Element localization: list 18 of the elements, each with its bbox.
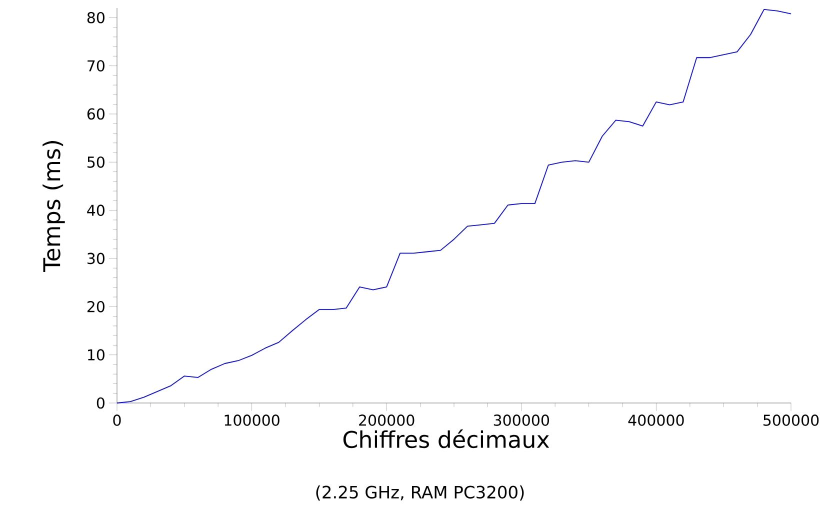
x-tick-label: 100000 [224, 414, 280, 426]
y-tick-label: 10 [88, 349, 104, 361]
y-tick-label: 60 [87, 108, 104, 120]
x-tick-label: 500000 [764, 414, 819, 426]
y-tick-label: 80 [87, 12, 104, 24]
y-axis-title: Temps (ms) [42, 141, 65, 272]
y-tick-label: 70 [88, 60, 104, 72]
x-tick-label: 200000 [359, 414, 414, 426]
x-tick-label: 400000 [628, 414, 684, 426]
y-tick-label: 50 [88, 156, 104, 168]
x-axis-title: Chiffres décimaux [343, 429, 550, 448]
text: (2.25 GHz, RAM PC3200) [316, 485, 524, 501]
y-tick-label: 20 [87, 300, 104, 312]
y-tick-label: 0 [96, 397, 104, 409]
x-tick-label: 300000 [494, 414, 550, 426]
y-tick-label: 40 [87, 204, 104, 216]
x-tick-label: 0 [113, 414, 121, 426]
y-tick-label: 30 [88, 252, 104, 264]
